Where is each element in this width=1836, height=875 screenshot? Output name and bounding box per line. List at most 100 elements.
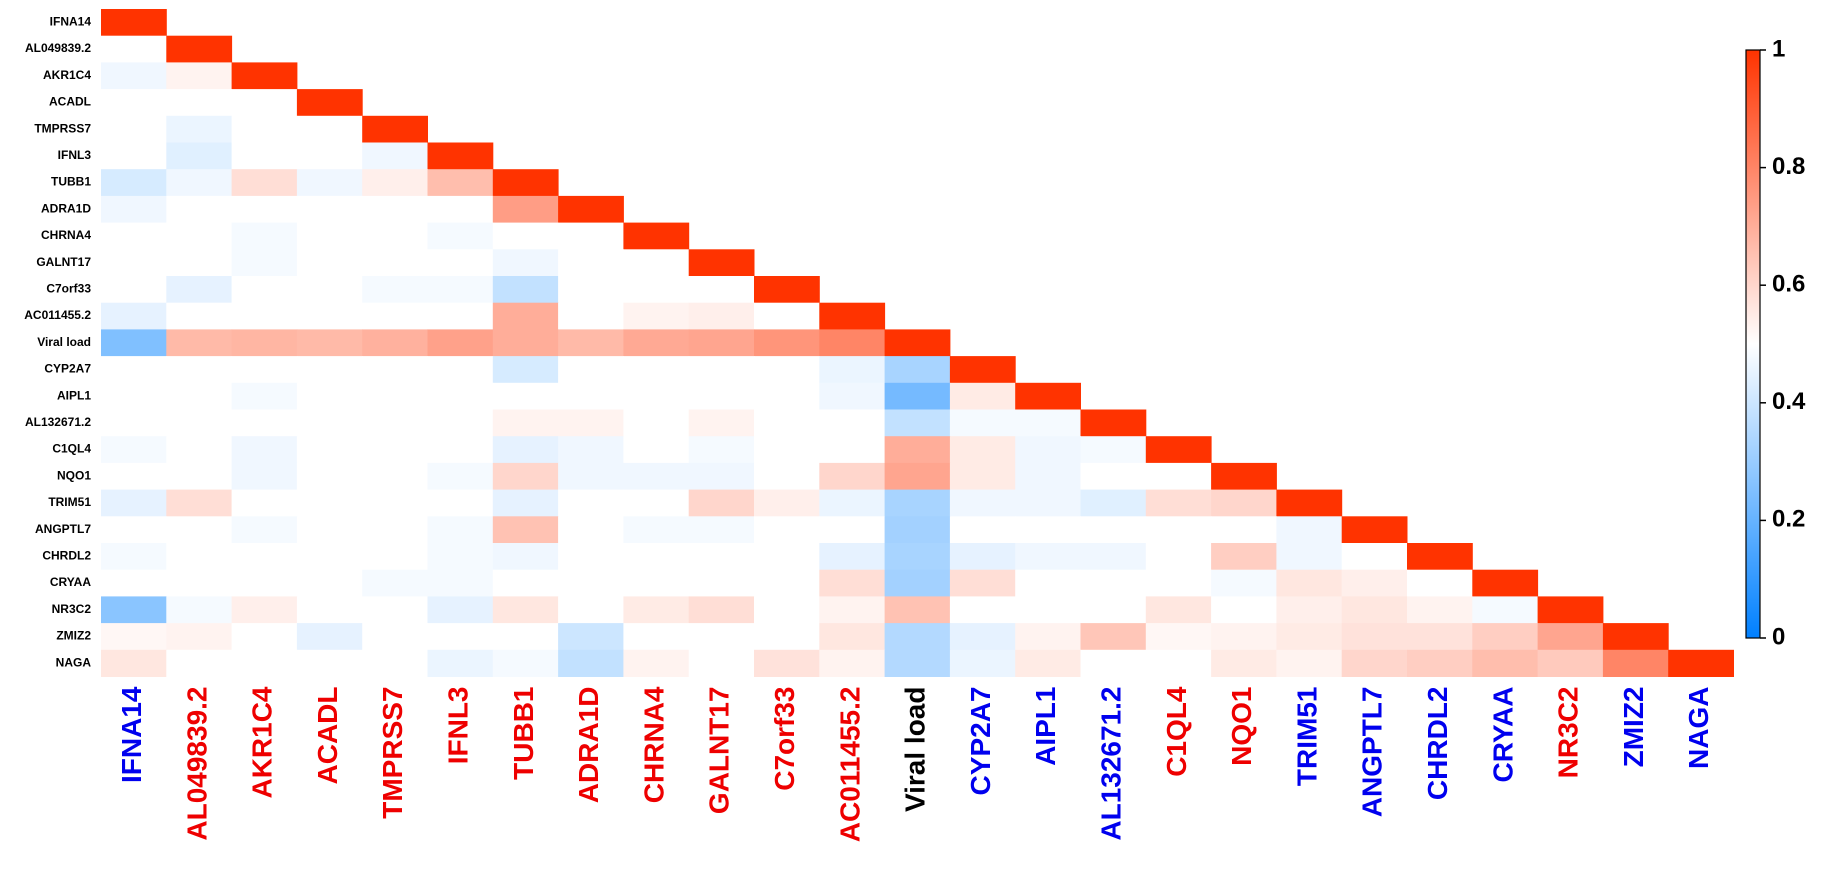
heatmap-cell — [101, 195, 167, 224]
y-tick-label: AKR1C4 — [43, 68, 91, 82]
heatmap-cell — [231, 596, 298, 624]
x-tick-label: CHRDL2 — [1422, 687, 1453, 801]
heatmap-cell — [362, 382, 428, 410]
heatmap-cell — [754, 649, 820, 677]
x-tick-label: NAGA — [1683, 687, 1714, 769]
heatmap-cell — [1211, 489, 1277, 517]
heatmap-cell — [492, 596, 559, 624]
heatmap-cell — [819, 436, 886, 464]
heatmap-cell — [231, 489, 298, 517]
heatmap-cell — [101, 169, 167, 197]
y-tick-label: CHRDL2 — [42, 549, 91, 563]
heatmap-cell — [296, 89, 363, 117]
heatmap-cell — [231, 249, 298, 277]
heatmap-cell — [754, 623, 820, 651]
heatmap-cell — [101, 596, 167, 624]
y-tick-label: TRIM51 — [48, 495, 91, 509]
heatmap-cell — [362, 596, 428, 624]
heatmap-cell — [101, 62, 167, 90]
colorbar-tick-label: 0.4 — [1772, 388, 1806, 415]
y-tick-label: NAGA — [56, 655, 92, 669]
heatmap-cell — [101, 115, 167, 143]
heatmap-cell — [754, 329, 820, 357]
heatmap-cell — [166, 382, 233, 410]
heatmap-cell — [427, 649, 494, 677]
heatmap-cell — [1276, 623, 1343, 651]
heatmap-cell — [754, 409, 820, 437]
heatmap-cell — [492, 302, 559, 330]
heatmap-cell — [492, 543, 559, 571]
heatmap-cell — [492, 222, 559, 250]
heatmap-cell — [1080, 489, 1147, 517]
heatmap-cell — [166, 115, 233, 143]
heatmap-cell — [1015, 516, 1081, 544]
heatmap-cell — [949, 596, 1016, 624]
heatmap-cell — [688, 329, 755, 357]
heatmap-cell — [1407, 596, 1473, 624]
heatmap-cell — [1407, 543, 1473, 571]
heatmap-cell — [427, 516, 494, 544]
heatmap-cell — [492, 516, 559, 544]
heatmap-cell — [362, 329, 428, 357]
heatmap-cell — [362, 249, 428, 277]
heatmap-cell — [166, 142, 233, 170]
heatmap-cell — [1015, 489, 1081, 517]
x-tick-label: ANGPTL7 — [1357, 687, 1388, 818]
y-tick-label: C1QL4 — [52, 442, 91, 456]
heatmap-cell — [1080, 436, 1147, 464]
heatmap-cell — [884, 649, 951, 677]
colorbar-tick-label: 0.6 — [1772, 271, 1805, 298]
heatmap-cell — [884, 516, 951, 544]
colorbar-tick-label: 0.8 — [1772, 153, 1805, 180]
y-tick-label: TMPRSS7 — [34, 121, 91, 135]
heatmap-cell — [558, 623, 624, 651]
heatmap-cell — [296, 489, 363, 517]
heatmap-cell — [166, 649, 233, 677]
heatmap-cell — [1276, 543, 1343, 571]
heatmap-cell — [949, 543, 1016, 571]
heatmap-cell — [754, 569, 820, 597]
heatmap-cell — [231, 516, 298, 544]
heatmap-cell — [362, 222, 428, 250]
heatmap-cell — [101, 35, 167, 63]
heatmap-cell — [688, 623, 755, 651]
heatmap-cell — [427, 436, 494, 464]
heatmap-cell — [101, 436, 167, 464]
heatmap-cell — [101, 462, 167, 491]
heatmap-cell — [166, 169, 233, 197]
heatmap-cell — [362, 462, 428, 491]
y-tick-label: ADRA1D — [41, 201, 91, 215]
heatmap-cell — [754, 302, 820, 330]
y-tick-label: ACADL — [49, 95, 91, 109]
heatmap-cell — [949, 489, 1016, 517]
heatmap-cell — [558, 249, 624, 277]
heatmap-cell — [558, 195, 624, 224]
heatmap-cell — [1015, 409, 1081, 437]
heatmap-cell — [1211, 516, 1277, 544]
heatmap-cell — [819, 462, 886, 491]
heatmap-cell — [1145, 516, 1212, 544]
heatmap-cell — [1015, 462, 1081, 491]
heatmap-cell — [754, 516, 820, 544]
heatmap-cell — [362, 302, 428, 330]
heatmap-cell — [101, 649, 167, 677]
heatmap-cell — [362, 649, 428, 677]
heatmap-cell — [362, 436, 428, 464]
heatmap-cell — [949, 436, 1016, 464]
heatmap-cell — [623, 516, 690, 544]
heatmap-cell — [427, 222, 494, 250]
heatmap-cell — [1407, 623, 1473, 651]
heatmap-cell — [101, 356, 167, 384]
heatmap-cell — [101, 489, 167, 517]
heatmap-cell — [166, 489, 233, 517]
heatmap-cell — [1341, 596, 1408, 624]
heatmap-cell — [101, 249, 167, 277]
x-tick-label: CHRNA4 — [638, 686, 669, 803]
heatmap-cell — [1341, 516, 1408, 544]
y-tick-label: NQO1 — [57, 468, 91, 482]
y-tick-label: Viral load — [37, 335, 91, 349]
x-tick-label: AL049839.2 — [181, 687, 212, 841]
heatmap-cell — [362, 276, 428, 304]
x-tick-label: IFNA14 — [116, 686, 147, 783]
